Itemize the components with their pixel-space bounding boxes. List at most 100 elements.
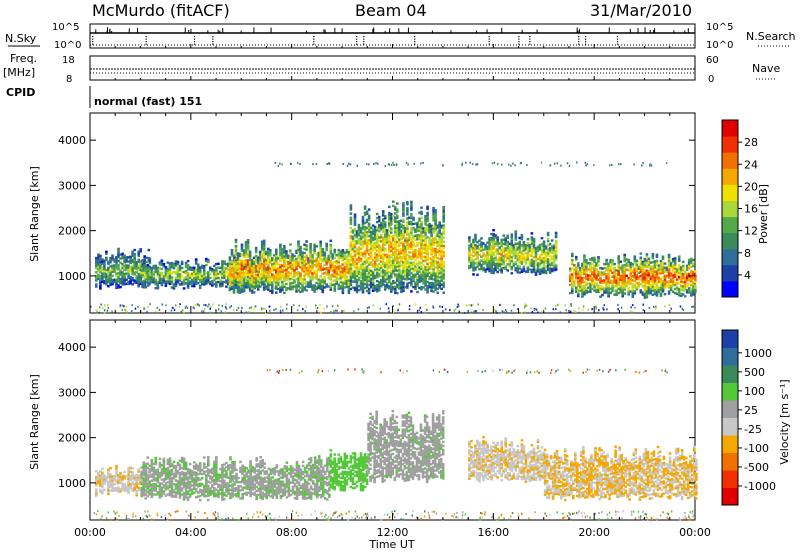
echo-cell: [103, 263, 106, 267]
echo-cell: [361, 268, 365, 272]
echo-cell: [377, 230, 381, 233]
echo-cell: [428, 267, 431, 271]
echo-cell: [156, 274, 160, 278]
echo-cell: [133, 252, 136, 256]
echo-cell: [669, 264, 673, 267]
echo-cell: [349, 273, 353, 276]
echo-cell: [434, 282, 437, 285]
echo-cell: [542, 242, 546, 245]
echo-cell: [436, 279, 439, 282]
echo-cell: [127, 274, 130, 277]
echo-cell: [217, 272, 220, 276]
echo-cell: [357, 252, 361, 255]
echo-cell: [353, 239, 357, 243]
echo-cell: [436, 232, 439, 235]
echo-cell: [418, 217, 421, 220]
echo-cell: [383, 217, 387, 220]
echo-cell: [494, 244, 497, 247]
echo-cell: [400, 290, 403, 294]
echo-cell: [250, 279, 254, 282]
echo-cell: [639, 252, 643, 255]
echo-cell: [571, 252, 574, 256]
echo-cell: [99, 269, 102, 272]
echo-cell: [219, 270, 222, 274]
echo-cell: [291, 269, 294, 272]
echo-cell: [323, 278, 326, 281]
echo-cell: [609, 291, 612, 295]
echo-cell: [474, 237, 477, 241]
echo-cell: [570, 303, 572, 306]
echo-cell: [103, 304, 106, 307]
echo-cell: [158, 273, 162, 276]
echo-cell: [500, 257, 503, 260]
echo-cell: [434, 278, 437, 281]
echo-cell: [123, 268, 126, 272]
echo-cell: [351, 259, 355, 263]
echo-cell: [420, 277, 423, 281]
echo-cell: [215, 277, 218, 280]
echo-cell: [99, 306, 101, 309]
echo-cell: [319, 250, 322, 254]
echo-cell: [357, 254, 361, 257]
echo-cell: [321, 282, 324, 285]
echo-cell: [609, 287, 612, 290]
echo-cell: [577, 292, 580, 296]
echo-cell: [394, 291, 397, 295]
echo-cell: [219, 285, 222, 288]
echo-cell: [534, 271, 538, 274]
echo-cell: [408, 305, 411, 307]
echo-cell: [506, 255, 509, 258]
echo-cell: [645, 296, 649, 299]
echo-cell: [408, 261, 411, 264]
echo-cell: [297, 254, 300, 257]
echo-cell: [649, 292, 653, 295]
echo-cell: [103, 271, 106, 275]
echo-cell: [184, 282, 188, 285]
echo-cell: [583, 264, 586, 267]
echo-cell: [645, 261, 649, 264]
echo-cell: [256, 270, 260, 273]
echo-cell: [194, 276, 198, 279]
echo-cell: [377, 223, 381, 227]
echo-cell: [535, 308, 538, 311]
echo-cell: [416, 227, 419, 231]
echo-cell: [661, 267, 665, 271]
echo-cell: [135, 261, 138, 264]
echo-cell: [532, 239, 536, 243]
echo-cell: [599, 285, 602, 288]
echo-cell: [554, 250, 558, 253]
echo-cell: [434, 260, 437, 263]
echo-cell: [568, 164, 571, 167]
echo-cell: [377, 246, 381, 249]
echo-cell: [438, 235, 441, 238]
echo-cell: [371, 283, 375, 286]
echo-cell: [192, 266, 196, 269]
echo-cell: [142, 269, 145, 273]
echo-cell: [461, 162, 464, 165]
echo-cell: [579, 289, 582, 292]
echo-cell: [327, 266, 331, 270]
echo-cell: [377, 254, 381, 257]
echo-cell: [223, 260, 226, 263]
echo-cell: [103, 273, 106, 277]
echo-cell: [121, 271, 124, 274]
echo-cell: [295, 257, 298, 261]
echo-cell: [653, 276, 657, 279]
echo-cell: [371, 232, 375, 235]
echo-cell: [230, 277, 234, 280]
echo-cell: [426, 213, 429, 217]
echo-cell: [394, 273, 397, 276]
echo-cell: [289, 286, 292, 289]
echo-cell: [299, 272, 302, 275]
nsearch-dot: [585, 41, 587, 43]
echo-cell: [542, 271, 546, 274]
echo-cell: [408, 257, 411, 260]
echo-cell: [212, 303, 214, 306]
echo-cell: [385, 237, 389, 240]
echo-cell: [618, 163, 620, 166]
echo-cell: [115, 258, 118, 261]
echo-cell: [607, 286, 610, 290]
echo-cell: [669, 266, 673, 269]
echo-cell: [498, 262, 501, 266]
echo-cell: [275, 277, 278, 280]
